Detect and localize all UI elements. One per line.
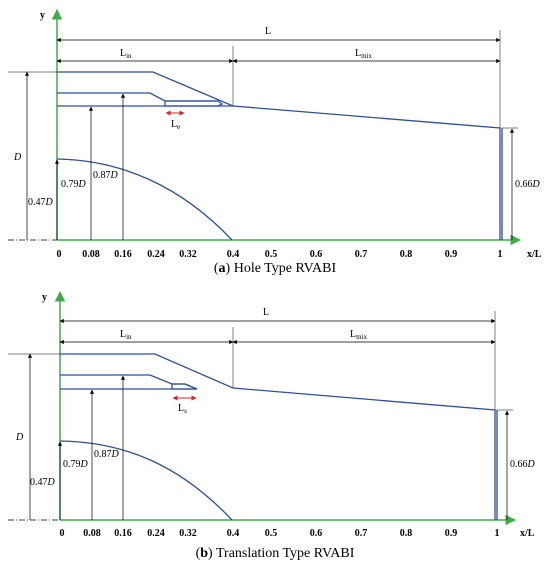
x-tick-label: 0.7 bbox=[355, 528, 368, 539]
x-tick-label: 0.24 bbox=[147, 249, 165, 260]
length-inlet-main: L bbox=[120, 48, 126, 59]
insert-length-main: L bbox=[171, 119, 177, 130]
panel-a: y x/L 0 0.08 0.16 0.24 0.32 0.4 0.5 0.6 … bbox=[8, 8, 542, 276]
diameter-label: D bbox=[13, 152, 22, 163]
x-tick-label: 0 bbox=[60, 528, 65, 539]
x-axis-label: x/L bbox=[520, 528, 535, 539]
diameter-047-label: 0.47D bbox=[28, 197, 54, 208]
x-tick-label: 0.8 bbox=[400, 249, 413, 260]
inner-nozzle-curve bbox=[56, 158, 233, 241]
length-inlet-label: Lin bbox=[120, 48, 132, 60]
length-total-label: L bbox=[263, 307, 269, 318]
x-tick-label: 0.08 bbox=[83, 528, 101, 539]
x-axis-label: x/L bbox=[527, 249, 542, 260]
outer-wall bbox=[57, 71, 501, 240]
diameter-066-label: 0.66D bbox=[510, 459, 536, 470]
panel-caption: (b) Translation Type RVABI bbox=[196, 546, 355, 561]
diameter-dimensions bbox=[8, 353, 513, 520]
length-inlet-sub: in bbox=[126, 333, 132, 341]
length-mix-main: L bbox=[355, 48, 361, 59]
diameter-047-label: 0.47D bbox=[30, 477, 56, 488]
ejector-outline bbox=[56, 71, 503, 241]
x-tick-label: 0.32 bbox=[179, 528, 197, 539]
x-tick-label: 0.16 bbox=[114, 249, 132, 260]
x-tick-labels: 0 0.08 0.16 0.24 0.32 0.4 0.5 0.6 0.7 0.… bbox=[60, 528, 500, 539]
x-tick-label: 0.9 bbox=[445, 528, 458, 539]
length-inlet-sub: in bbox=[126, 52, 132, 60]
x-tick-label: 0.08 bbox=[82, 249, 100, 260]
x-tick-label: 0.24 bbox=[147, 528, 165, 539]
x-tick-label: 0.6 bbox=[310, 528, 323, 539]
x-tick-label: 0.16 bbox=[114, 528, 132, 539]
diameter-079-label: 0.79D bbox=[63, 459, 89, 470]
x-tick-label: 0 bbox=[57, 249, 62, 260]
y-axis-label: y bbox=[40, 10, 45, 21]
x-tick-label: 0.9 bbox=[445, 249, 458, 260]
x-tick-label: 0.7 bbox=[355, 249, 368, 260]
primary-nozzle bbox=[60, 374, 198, 390]
insert-length-sub: s bbox=[184, 407, 187, 415]
x-tick-label: 0.4 bbox=[227, 249, 240, 260]
insert-length-main: L bbox=[178, 403, 184, 414]
length-dimensions bbox=[56, 30, 501, 128]
x-tick-label: 0.8 bbox=[400, 528, 413, 539]
x-tick-label: 0.6 bbox=[310, 249, 323, 260]
length-mix-sub: mix bbox=[361, 52, 372, 60]
outer-wall bbox=[60, 353, 496, 520]
x-tick-label: 0.32 bbox=[179, 249, 197, 260]
insert-length-sub: e bbox=[177, 123, 180, 131]
panel-caption: (a) Hole Type RVABI bbox=[214, 261, 337, 276]
diameter-dimensions bbox=[8, 71, 518, 240]
ejector-outline bbox=[59, 353, 498, 521]
length-total-label: L bbox=[265, 26, 271, 37]
x-tick-label: 1 bbox=[495, 528, 500, 539]
x-tick-labels: 0 0.08 0.16 0.24 0.32 0.4 0.5 0.6 0.7 0.… bbox=[57, 249, 503, 260]
diameter-label: D bbox=[15, 432, 24, 443]
diameter-079-label: 0.79D bbox=[61, 179, 87, 190]
diameter-087-label: 0.87D bbox=[94, 449, 120, 460]
length-inlet-main: L bbox=[120, 329, 126, 340]
diameter-087-label: 0.87D bbox=[93, 170, 119, 181]
hole-insert bbox=[164, 100, 224, 107]
x-tick-label: 0.4 bbox=[227, 528, 240, 539]
length-dimensions bbox=[59, 311, 496, 410]
length-mix-sub: mix bbox=[356, 333, 367, 341]
length-mix-label: Lmix bbox=[350, 329, 367, 341]
insert-length-label: Ls bbox=[178, 403, 187, 415]
length-inlet-label: Lin bbox=[120, 329, 132, 341]
y-axis-label: y bbox=[42, 292, 47, 303]
x-tick-label: 0.5 bbox=[265, 528, 278, 539]
primary-nozzle bbox=[57, 92, 218, 102]
x-tick-label: 0.5 bbox=[265, 249, 278, 260]
translation-insert bbox=[171, 383, 198, 390]
diameter-066-label: 0.66D bbox=[515, 179, 541, 190]
length-mix-label: Lmix bbox=[355, 48, 372, 60]
insert-length-label: Le bbox=[171, 119, 180, 131]
length-mix-main: L bbox=[350, 329, 356, 340]
panel-b: y x/L 0 0.08 0.16 0.24 0.32 0.4 0.5 0.6 … bbox=[8, 290, 536, 561]
x-tick-label: 1 bbox=[498, 249, 503, 260]
inner-nozzle-curve bbox=[59, 440, 233, 521]
